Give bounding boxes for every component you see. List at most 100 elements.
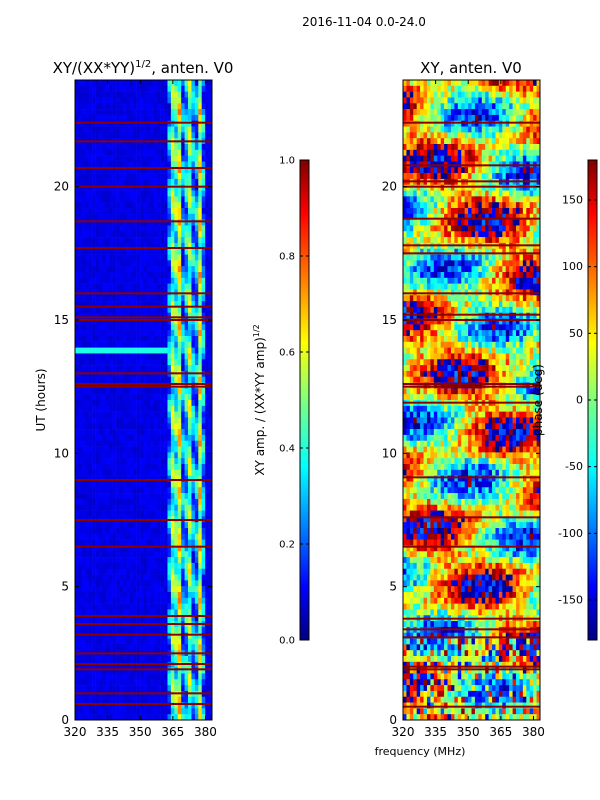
heatmap-cell <box>133 464 137 471</box>
heatmap-cell <box>136 365 141 372</box>
heatmap-cell <box>146 306 151 314</box>
heatmap-cell <box>92 248 96 255</box>
heatmap-cell <box>205 295 209 302</box>
heatmap-cell <box>116 394 120 401</box>
heatmap-cell <box>143 85 148 92</box>
heatmap-cell <box>420 91 424 98</box>
heatmap-cell <box>105 423 110 430</box>
heatmap-cell <box>403 149 407 156</box>
heatmap-cell <box>136 708 141 715</box>
heatmap-cell <box>160 545 165 552</box>
heatmap-cell <box>126 702 131 709</box>
heatmap-cell <box>153 434 158 442</box>
heatmap-cell <box>75 708 79 715</box>
heatmap-cell <box>119 318 124 325</box>
heatmap-cell <box>174 120 179 127</box>
heatmap-cell <box>188 312 192 319</box>
heatmap-cell <box>98 359 103 366</box>
heatmap-cell <box>75 644 79 651</box>
heatmap-cell <box>109 126 113 133</box>
heatmap-cell <box>98 679 103 686</box>
heatmap-cell <box>184 184 189 191</box>
heatmap-cell <box>95 376 100 383</box>
heatmap-cell <box>85 434 89 442</box>
heatmap-cell <box>88 522 93 529</box>
heatmap-cell <box>119 330 124 337</box>
heatmap-cell <box>98 673 103 680</box>
heatmap-cell <box>88 644 93 651</box>
heatmap-cell <box>450 91 455 98</box>
heatmap-cell <box>116 475 120 482</box>
heatmap-cell <box>184 103 189 110</box>
heatmap-cell <box>81 144 86 151</box>
heatmap-cell <box>177 312 182 319</box>
heatmap-cell <box>146 586 151 593</box>
heatmap-cell <box>126 295 131 302</box>
heatmap-cell <box>208 208 213 215</box>
heatmap-cell <box>140 208 144 215</box>
heatmap-cell <box>126 586 131 593</box>
heatmap-cell <box>119 97 124 104</box>
heatmap-cell <box>461 126 465 133</box>
heatmap-cell <box>140 254 144 261</box>
heatmap-cell <box>150 242 155 250</box>
heatmap-cell <box>105 126 110 133</box>
heatmap-cell <box>105 702 110 709</box>
heatmap-cell <box>146 562 151 570</box>
heatmap-cell <box>188 603 192 610</box>
heatmap-cell <box>140 586 144 593</box>
heatmap-cell <box>191 312 196 319</box>
heatmap-cell <box>116 277 120 284</box>
heatmap-cell <box>116 126 120 133</box>
heatmap-cell <box>205 114 209 122</box>
heatmap-cell <box>198 533 203 540</box>
heatmap-cell <box>150 178 155 186</box>
heatmap-cell <box>157 400 161 407</box>
heatmap-cell <box>105 696 110 703</box>
heatmap-cell <box>157 144 161 151</box>
heatmap-cell <box>136 382 141 389</box>
heatmap-cell <box>478 103 483 110</box>
heatmap-cell <box>188 97 192 104</box>
heatmap-cell <box>129 597 134 604</box>
heatmap-cell <box>174 574 179 581</box>
heatmap-cell <box>112 429 117 436</box>
heatmap-cell <box>170 242 175 250</box>
heatmap-cell <box>78 353 83 360</box>
heatmap-cell <box>194 341 199 348</box>
heatmap-cell <box>98 528 103 535</box>
heatmap-cell <box>116 405 120 412</box>
heatmap-cell <box>102 266 107 273</box>
heatmap-cell <box>150 283 155 290</box>
heatmap-cell <box>126 638 131 645</box>
heatmap-cell <box>105 434 110 442</box>
heatmap-cell <box>157 80 161 87</box>
heatmap-cell <box>184 498 189 506</box>
heatmap-cell <box>122 423 127 430</box>
heatmap-cell <box>164 155 168 162</box>
heatmap-cell <box>529 114 534 122</box>
heatmap-cell <box>92 341 96 348</box>
heatmap-cell <box>129 132 134 139</box>
heatmap-cell <box>109 266 113 273</box>
heatmap-cell <box>184 178 189 186</box>
heatmap-cell <box>98 592 103 599</box>
heatmap-cell <box>205 301 209 308</box>
y-tick-label: 5 <box>61 580 69 594</box>
heatmap-cell <box>133 277 137 284</box>
y-tick-label: 0 <box>61 713 69 727</box>
heatmap-cell <box>167 475 172 482</box>
heatmap-cell <box>136 510 141 517</box>
heatmap-cell <box>143 417 148 424</box>
heatmap-cell <box>188 673 192 680</box>
heatmap-cell <box>78 615 83 622</box>
heatmap-cell <box>88 359 93 366</box>
heatmap-cell <box>126 149 131 156</box>
heatmap-cell <box>170 708 175 715</box>
heatmap-cell <box>119 85 124 92</box>
heatmap-cell <box>167 190 172 197</box>
heatmap-cell <box>198 184 203 191</box>
heatmap-cell <box>191 626 196 634</box>
heatmap-cell <box>160 155 165 162</box>
heatmap-cell <box>150 551 155 558</box>
